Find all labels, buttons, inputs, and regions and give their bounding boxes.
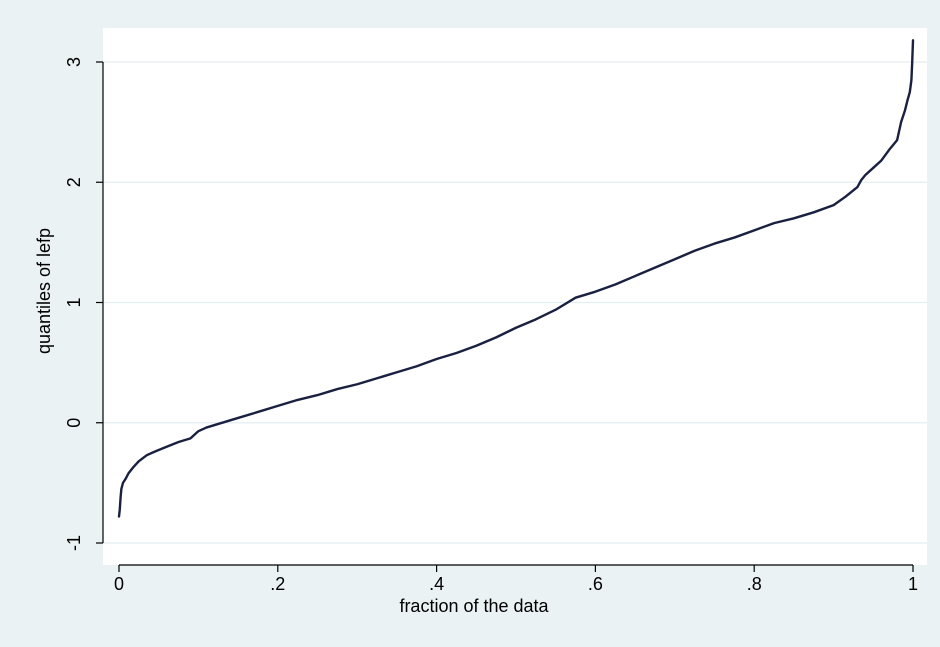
gridlines	[103, 61, 927, 544]
data-point	[475, 345, 477, 347]
data-point	[904, 109, 906, 111]
data-point	[120, 496, 122, 498]
data-point	[297, 399, 299, 401]
data-point	[813, 211, 815, 213]
data-point	[436, 358, 438, 360]
data-point	[124, 478, 126, 480]
data-point	[674, 258, 676, 260]
data-point	[336, 388, 338, 390]
data-point	[860, 179, 862, 181]
axes: -1 0 1 2 3 0 .2 .4 .6 .8 1	[64, 57, 918, 594]
data-point	[594, 291, 596, 293]
data-point	[909, 91, 911, 93]
data-point	[888, 149, 890, 151]
data-point	[376, 377, 378, 379]
data-point	[535, 318, 537, 320]
data-point	[132, 466, 134, 468]
data-point	[555, 309, 557, 311]
data-point	[515, 327, 517, 329]
data-point	[189, 437, 191, 439]
data-point	[793, 217, 795, 219]
data-point	[880, 160, 882, 162]
data-point	[856, 186, 858, 188]
x-tick-label: .2	[270, 574, 285, 594]
data-point	[864, 174, 866, 176]
data-point	[122, 482, 124, 484]
data-point	[193, 434, 195, 436]
x-tick-label: 1	[908, 574, 918, 594]
x-tick-label: .4	[429, 574, 444, 594]
x-tick-label: .8	[747, 574, 762, 594]
y-tick-label: 2	[64, 177, 84, 187]
data-point	[694, 250, 696, 252]
plot-area	[103, 28, 927, 565]
data-point	[119, 508, 121, 510]
data-point	[118, 516, 120, 518]
data-point	[277, 405, 279, 407]
data-point	[217, 423, 219, 425]
series-layer	[117, 39, 915, 518]
y-tick-label: 0	[64, 418, 84, 428]
data-point	[138, 460, 140, 462]
data-point	[575, 297, 577, 299]
data-point	[634, 275, 636, 277]
data-point	[654, 267, 656, 269]
data-point	[197, 430, 199, 432]
data-point	[455, 352, 457, 354]
data-point	[912, 39, 914, 41]
y-axis-label: quantiles of lefp	[34, 228, 54, 354]
y-tick-label: 1	[64, 297, 84, 307]
data-point	[120, 488, 122, 490]
data-point	[495, 336, 497, 338]
x-axis-label: fraction of the data	[399, 596, 549, 616]
data-point	[845, 196, 847, 198]
data-point	[773, 222, 775, 224]
data-point	[317, 394, 319, 396]
data-point	[906, 99, 908, 101]
data-point	[205, 427, 207, 429]
x-tick-label: .6	[588, 574, 603, 594]
data-point	[356, 383, 358, 385]
data-point	[416, 365, 418, 367]
y-tick-label: 3	[64, 57, 84, 67]
data-point	[128, 472, 130, 474]
data-point	[614, 283, 616, 285]
data-point	[872, 167, 874, 169]
y-tick-label: -1	[64, 535, 84, 551]
data-point	[911, 61, 913, 63]
data-point	[753, 229, 755, 231]
data-point	[910, 79, 912, 81]
data-point	[166, 446, 168, 448]
data-point	[154, 451, 156, 453]
data-point	[900, 121, 902, 123]
data-point	[714, 243, 716, 245]
data-point	[178, 441, 180, 443]
data-point	[146, 454, 148, 456]
data-point	[833, 204, 835, 206]
data-point	[237, 417, 239, 419]
data-point	[733, 237, 735, 239]
data-point	[896, 139, 898, 141]
data-point	[396, 371, 398, 373]
data-point	[257, 411, 259, 413]
x-tick-label: 0	[114, 574, 124, 594]
series-line	[117, 39, 915, 518]
